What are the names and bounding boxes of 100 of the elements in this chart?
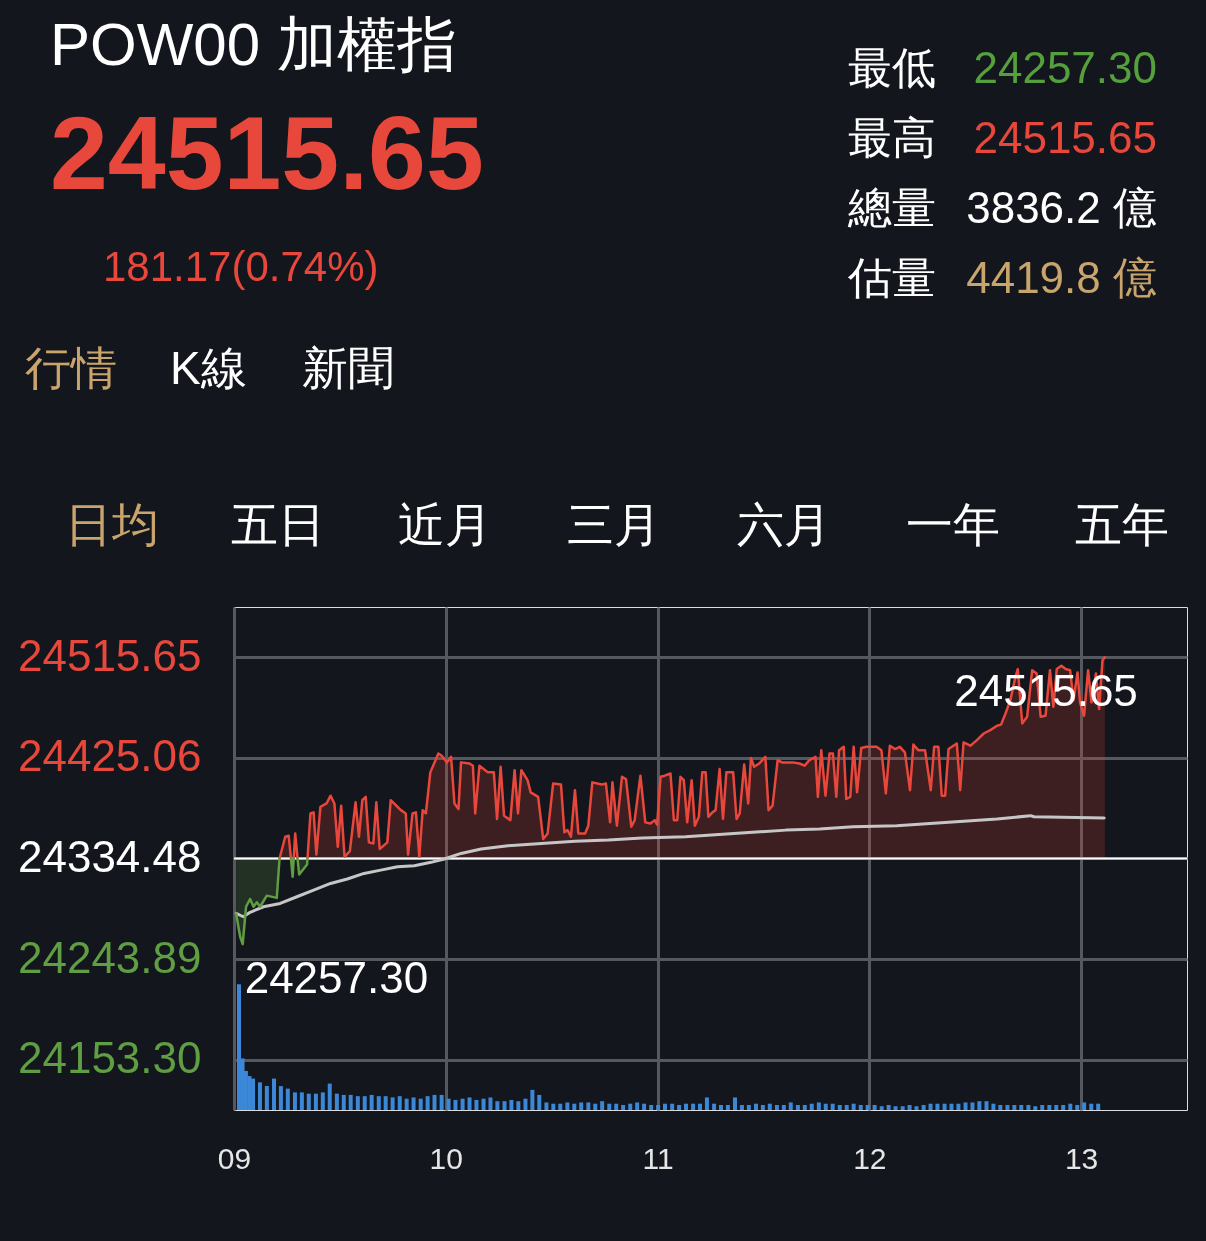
text: 最低 [848,43,936,92]
bar [453,1099,458,1110]
bar [481,1098,486,1110]
bar [579,1102,584,1110]
x-tick-label: 12 [853,1141,887,1175]
bar [893,1106,898,1110]
bar [397,1096,402,1110]
bar [795,1104,800,1110]
bar [614,1103,619,1110]
bar [1054,1104,1059,1110]
bar [970,1102,975,1110]
bar [558,1103,563,1110]
bar [635,1102,640,1110]
bar [1005,1104,1010,1110]
bar [1033,1106,1038,1110]
bar [376,1096,381,1110]
bar [467,1097,472,1110]
text: 日均 [65,498,159,551]
bar [691,1103,696,1110]
bar [1040,1104,1045,1110]
bar [886,1104,891,1110]
y-tick-label: 24243.89 [17,932,202,982]
bar [781,1104,786,1110]
bar [753,1103,758,1110]
bar [670,1103,675,1110]
bar [844,1104,849,1110]
text: POW00 加權指 [50,11,457,78]
bar [474,1099,479,1110]
bar [837,1104,842,1110]
bar [830,1103,835,1110]
bar [362,1096,367,1110]
bar [404,1098,409,1110]
bar [733,1097,738,1110]
bar [509,1099,514,1110]
bar [746,1104,751,1110]
bar [1019,1104,1024,1110]
bar [928,1103,933,1110]
bar [739,1104,744,1110]
bar [523,1098,528,1110]
x-tick-label: 13 [1064,1141,1099,1175]
bar [725,1104,730,1110]
bar [495,1101,500,1110]
bar [516,1101,521,1110]
bar [865,1104,870,1110]
bar [774,1104,779,1110]
bar [942,1103,947,1110]
bar [565,1102,570,1110]
bar [544,1102,549,1110]
bar [823,1103,828,1110]
text: 近月 [398,498,492,551]
bar [718,1104,723,1110]
text: K線 [170,342,247,394]
bar [984,1101,989,1110]
bar [586,1102,591,1110]
y-tick-label: 24425.06 [17,731,202,781]
text: 估量 [847,253,936,302]
text: 總量 [847,183,936,232]
bar [921,1104,926,1110]
bar [537,1094,542,1110]
bar [760,1104,765,1110]
y-tick-label: 24334.48 [17,831,202,881]
bar [1096,1103,1101,1110]
bar [621,1104,626,1110]
bar [935,1103,940,1110]
bar [551,1103,556,1110]
text: 24515.65 [973,113,1157,162]
text: 六月 [737,498,831,551]
bar [593,1103,598,1110]
bar [677,1104,682,1110]
bar [530,1089,535,1110]
line-series [234,814,1106,919]
bar [879,1106,884,1110]
bar [991,1103,996,1110]
bar [1061,1104,1066,1110]
x-tick-label: 11 [642,1141,674,1175]
bar [320,1092,325,1110]
bar [1026,1104,1031,1110]
text: 3836.2 億 [966,183,1157,232]
text: 三月 [567,498,661,551]
bar [418,1098,423,1110]
bar [502,1101,507,1110]
bar [858,1104,863,1110]
bar [956,1103,961,1110]
bar [299,1092,304,1110]
bar [1047,1104,1052,1110]
bar [872,1104,877,1110]
bar [698,1103,703,1110]
text: 行情 [25,342,117,394]
bar [649,1104,654,1110]
bar [425,1096,430,1110]
bar [851,1103,856,1110]
text: 24257.30 [973,43,1157,92]
text: 最高 [848,113,936,162]
bar [663,1103,668,1110]
bar [1089,1103,1094,1110]
bar [439,1094,444,1110]
text: 五年 [1075,498,1169,551]
bar [802,1104,807,1110]
bar [369,1094,374,1110]
bar [237,984,241,1110]
